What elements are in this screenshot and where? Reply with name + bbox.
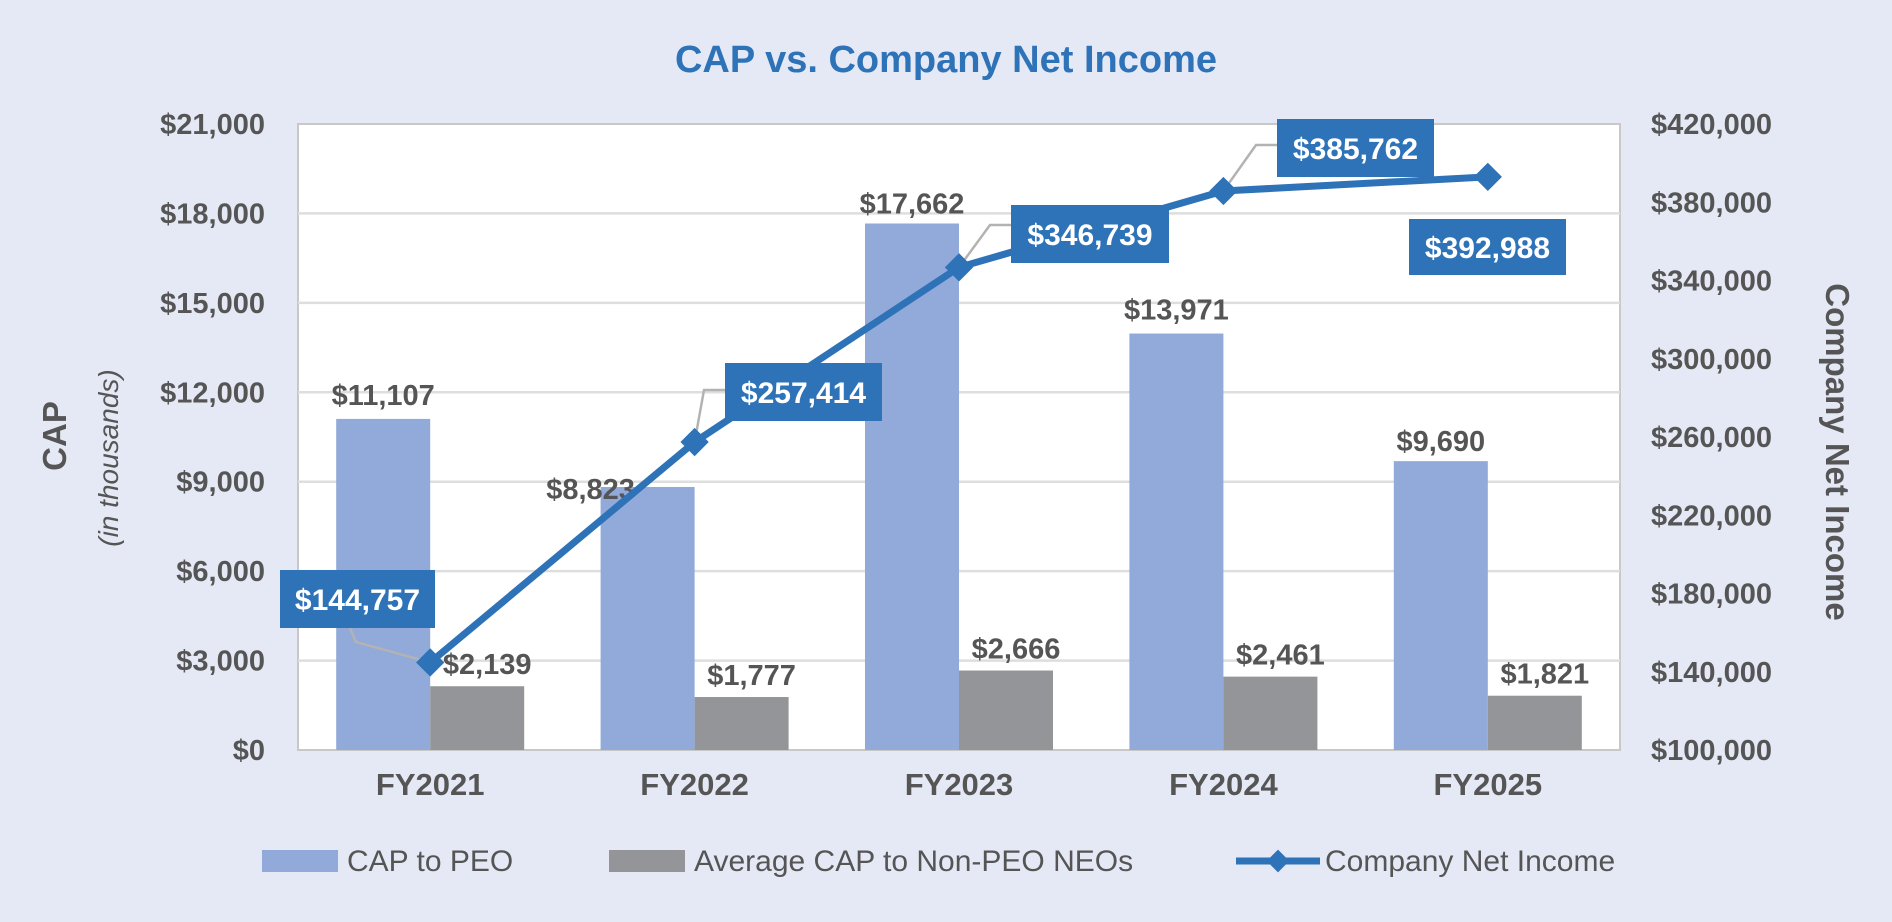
chart-title: CAP vs. Company Net Income xyxy=(675,39,1217,81)
left-tick-label: $12,000 xyxy=(160,377,265,409)
right-tick-label: $380,000 xyxy=(1651,187,1772,219)
category-label: FY2024 xyxy=(1169,767,1278,802)
left-tick-label: $15,000 xyxy=(160,288,265,320)
bar-label-avg-cap-non-peo: $2,666 xyxy=(972,634,1061,666)
right-tick-label: $340,000 xyxy=(1651,266,1772,298)
left-tick-label: $21,000 xyxy=(160,109,265,141)
left-tick-label: $9,000 xyxy=(176,467,265,499)
bar-label-avg-cap-non-peo: $2,139 xyxy=(443,649,532,681)
net-income-label-box xyxy=(1277,119,1434,177)
legend-label-cap-peo: CAP to PEO xyxy=(347,845,513,878)
bar-cap-to-peo xyxy=(865,223,959,750)
right-axis-label: Company Net Income xyxy=(1819,283,1856,620)
right-tick-label: $140,000 xyxy=(1651,657,1772,689)
legend-label-avg-cap: Average CAP to Non-PEO NEOs xyxy=(694,845,1133,878)
net-income-label: $392,988 xyxy=(1425,232,1550,265)
net-income-label: $257,414 xyxy=(741,377,866,410)
bar-label-avg-cap-non-peo: $1,821 xyxy=(1500,659,1589,691)
net-income-marker xyxy=(680,427,709,457)
bar-avg-cap-non-peo xyxy=(1223,676,1318,750)
left-axis-subtitle: (in thousands) xyxy=(93,369,124,546)
right-tick-label: $180,000 xyxy=(1651,579,1772,611)
category-labels: FY2021 FY2022 FY2023 FY2024 FY2025 xyxy=(376,767,1542,802)
left-tick-label: $6,000 xyxy=(176,556,265,588)
left-tick-label: $0 xyxy=(233,735,265,767)
leader-lines xyxy=(348,143,1277,664)
bar-avg-cap-non-peo xyxy=(430,686,525,750)
net-income-marker xyxy=(1209,176,1238,206)
net-income-label-box xyxy=(280,570,435,628)
bar-label-cap-to-peo: $17,662 xyxy=(860,189,965,221)
bar-label-cap-to-peo: $9,690 xyxy=(1396,426,1485,458)
bar-cap-to-peo xyxy=(1129,333,1224,750)
right-tick-label: $220,000 xyxy=(1651,500,1772,532)
net-income-label-box xyxy=(1409,219,1566,275)
net-income-label-box xyxy=(725,363,882,421)
bar-avg-cap-non-peo xyxy=(694,697,789,750)
net-income-label: $144,757 xyxy=(295,584,420,617)
net-income-marker xyxy=(1473,162,1502,191)
bar-label-cap-to-peo: $13,971 xyxy=(1124,295,1229,327)
legend: CAP to PEO Average CAP to Non-PEO NEOs C… xyxy=(262,845,1615,878)
net-income-label-box xyxy=(1011,205,1169,263)
left-axis-sublabel: (in thousands) xyxy=(93,369,124,546)
left-tick-label: $18,000 xyxy=(160,198,265,230)
right-tick-label: $260,000 xyxy=(1651,422,1772,454)
leader-line xyxy=(348,627,431,664)
left-axis-title: CAP xyxy=(36,401,73,471)
net-income-marker xyxy=(944,253,974,282)
category-label: FY2023 xyxy=(905,767,1014,802)
bar-cap-to-peo xyxy=(600,486,695,750)
right-axis-ticks: $100,000 $140,000 $180,000 $220,000 $260,000… xyxy=(1651,109,1772,767)
right-axis-title: Company Net Income xyxy=(1819,283,1856,620)
bar-cap-to-peo xyxy=(1393,461,1488,750)
leader-line xyxy=(957,223,1011,269)
category-label: FY2021 xyxy=(376,767,485,802)
left-axis-label: CAP xyxy=(36,401,73,471)
category-label: FY2025 xyxy=(1434,767,1543,802)
leader-line xyxy=(1222,143,1277,192)
bar-label-cap-to-peo: $11,107 xyxy=(332,380,435,412)
legend-swatch-avg-cap xyxy=(609,850,685,872)
legend-marker-net-income xyxy=(1266,849,1290,873)
bar-labels: $11,107$2,139$8,823$1,777$17,662$2,666$1… xyxy=(332,189,1590,693)
right-tick-label: $420,000 xyxy=(1651,109,1772,141)
legend-swatch-cap-peo xyxy=(262,850,338,872)
right-tick-label: $100,000 xyxy=(1651,735,1772,767)
legend-label-net-income: Company Net Income xyxy=(1325,845,1615,878)
right-tick-label: $300,000 xyxy=(1651,344,1772,376)
left-axis-ticks: $0 $3,000 $6,000 $9,000 $12,000 $15,000 $18,00… xyxy=(160,109,265,767)
category-label: FY2022 xyxy=(640,767,749,802)
leader-line xyxy=(693,388,725,443)
net-income-line xyxy=(416,162,1502,677)
bars xyxy=(336,223,1582,750)
net-income-label: $346,739 xyxy=(1027,219,1152,252)
net-income-labels: $144,757 $257,414 $346,739 $385,762 $392,988 xyxy=(280,119,1566,628)
bar-avg-cap-non-peo xyxy=(1487,695,1582,750)
bar-label-avg-cap-non-peo: $1,777 xyxy=(707,660,796,692)
net-income-label: $385,762 xyxy=(1293,133,1418,166)
bar-avg-cap-non-peo xyxy=(959,670,1053,750)
net-income-marker xyxy=(416,648,445,677)
bar-label-avg-cap-non-peo: $2,461 xyxy=(1236,640,1325,672)
left-tick-label: $3,000 xyxy=(176,646,265,678)
